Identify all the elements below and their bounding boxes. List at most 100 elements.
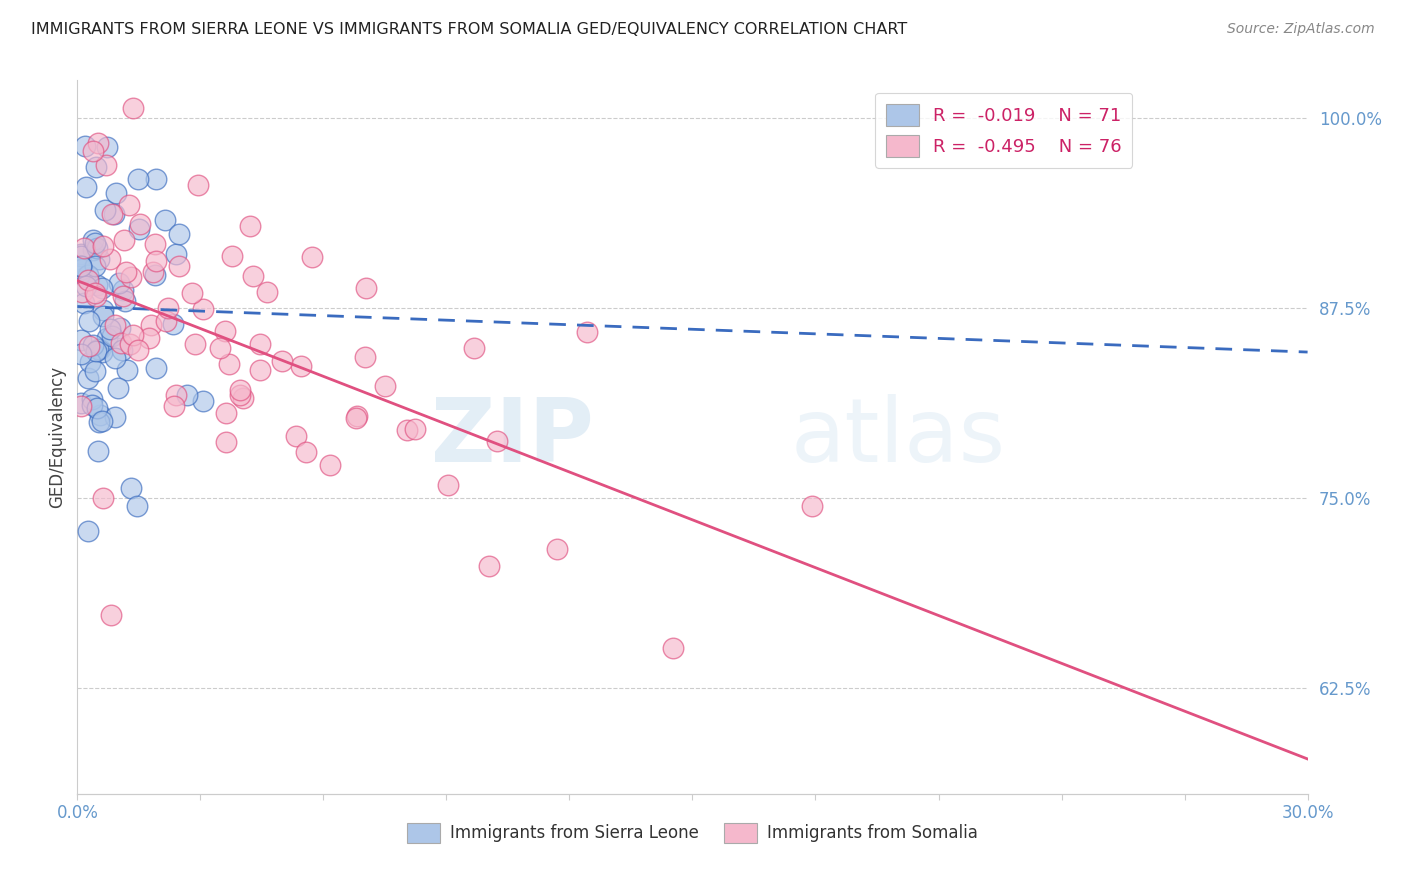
- Point: [86, 278, 108, 293]
- Point: [105, 186, 128, 201]
- Point: [184, 336, 207, 351]
- Point: [463, 341, 485, 355]
- Point: [270, 354, 292, 368]
- Point: [319, 458, 342, 472]
- Point: [98, 252, 121, 266]
- Point: [155, 314, 177, 328]
- Point: [104, 351, 127, 365]
- Point: [404, 422, 426, 436]
- Point: [122, 327, 145, 342]
- Point: [75, 179, 97, 194]
- Point: [218, 357, 240, 371]
- Point: [153, 212, 176, 227]
- Point: [290, 359, 312, 373]
- Point: [239, 219, 262, 234]
- Point: [84, 288, 107, 302]
- Point: [70, 399, 93, 413]
- Point: [70, 259, 93, 273]
- Point: [486, 434, 509, 448]
- Point: [70, 247, 93, 261]
- Point: [89, 343, 111, 357]
- Point: [73, 139, 96, 153]
- Point: [91, 239, 114, 253]
- Point: [163, 399, 186, 413]
- Point: [98, 321, 121, 335]
- Point: [103, 206, 125, 220]
- Point: [127, 343, 149, 357]
- Point: [215, 435, 238, 450]
- Point: [82, 233, 104, 247]
- Point: [70, 333, 93, 347]
- Point: [176, 388, 198, 402]
- Point: [112, 234, 135, 248]
- Point: [75, 270, 97, 285]
- Point: [800, 499, 823, 513]
- Point: [111, 288, 134, 302]
- Point: [122, 101, 145, 115]
- Text: Source: ZipAtlas.com: Source: ZipAtlas.com: [1227, 22, 1375, 37]
- Legend: Immigrants from Sierra Leone, Immigrants from Somalia: Immigrants from Sierra Leone, Immigrants…: [401, 816, 984, 850]
- Point: [191, 393, 214, 408]
- Point: [93, 310, 115, 324]
- Point: [73, 296, 96, 310]
- Point: [77, 268, 100, 282]
- Point: [232, 391, 254, 405]
- Point: [127, 171, 149, 186]
- Point: [84, 236, 107, 251]
- Point: [83, 260, 105, 274]
- Point: [187, 178, 209, 192]
- Point: [118, 198, 141, 212]
- Point: [576, 325, 599, 339]
- Point: [110, 335, 132, 350]
- Point: [128, 218, 150, 232]
- Point: [107, 381, 129, 395]
- Point: [84, 160, 107, 174]
- Point: [396, 423, 419, 437]
- Point: [180, 285, 202, 300]
- Point: [169, 227, 191, 242]
- Point: [249, 337, 271, 351]
- Point: [87, 252, 110, 267]
- Text: ZIP: ZIP: [432, 393, 595, 481]
- Point: [249, 362, 271, 376]
- Point: [221, 249, 243, 263]
- Point: [295, 444, 318, 458]
- Point: [142, 265, 165, 279]
- Point: [301, 250, 323, 264]
- Point: [94, 158, 117, 172]
- Point: [167, 259, 190, 273]
- Point: [91, 303, 114, 318]
- Point: [437, 477, 460, 491]
- Point: [115, 363, 138, 377]
- Point: [70, 261, 93, 276]
- Point: [93, 491, 115, 505]
- Text: IMMIGRANTS FROM SIERRA LEONE VS IMMIGRANTS FROM SOMALIA GED/EQUIVALENCY CORRELAT: IMMIGRANTS FROM SIERRA LEONE VS IMMIGRAN…: [31, 22, 907, 37]
- Point: [84, 343, 107, 358]
- Point: [139, 318, 162, 333]
- Point: [82, 144, 104, 158]
- Point: [145, 171, 167, 186]
- Point: [80, 398, 103, 412]
- Point: [120, 481, 142, 495]
- Point: [84, 285, 107, 300]
- Point: [165, 247, 187, 261]
- Point: [346, 409, 368, 424]
- Point: [215, 406, 238, 420]
- Point: [82, 243, 104, 257]
- Point: [100, 608, 122, 623]
- Y-axis label: GED/Equivalency: GED/Equivalency: [48, 366, 66, 508]
- Point: [661, 641, 683, 656]
- Point: [79, 314, 101, 328]
- Point: [90, 281, 112, 295]
- Point: [86, 401, 108, 416]
- Point: [242, 268, 264, 283]
- Point: [191, 302, 214, 317]
- Point: [125, 500, 148, 514]
- Point: [143, 237, 166, 252]
- Point: [73, 241, 96, 255]
- Point: [70, 260, 93, 274]
- Text: atlas: atlas: [792, 393, 1007, 481]
- Point: [82, 392, 104, 406]
- Point: [145, 253, 167, 268]
- Point: [165, 388, 187, 402]
